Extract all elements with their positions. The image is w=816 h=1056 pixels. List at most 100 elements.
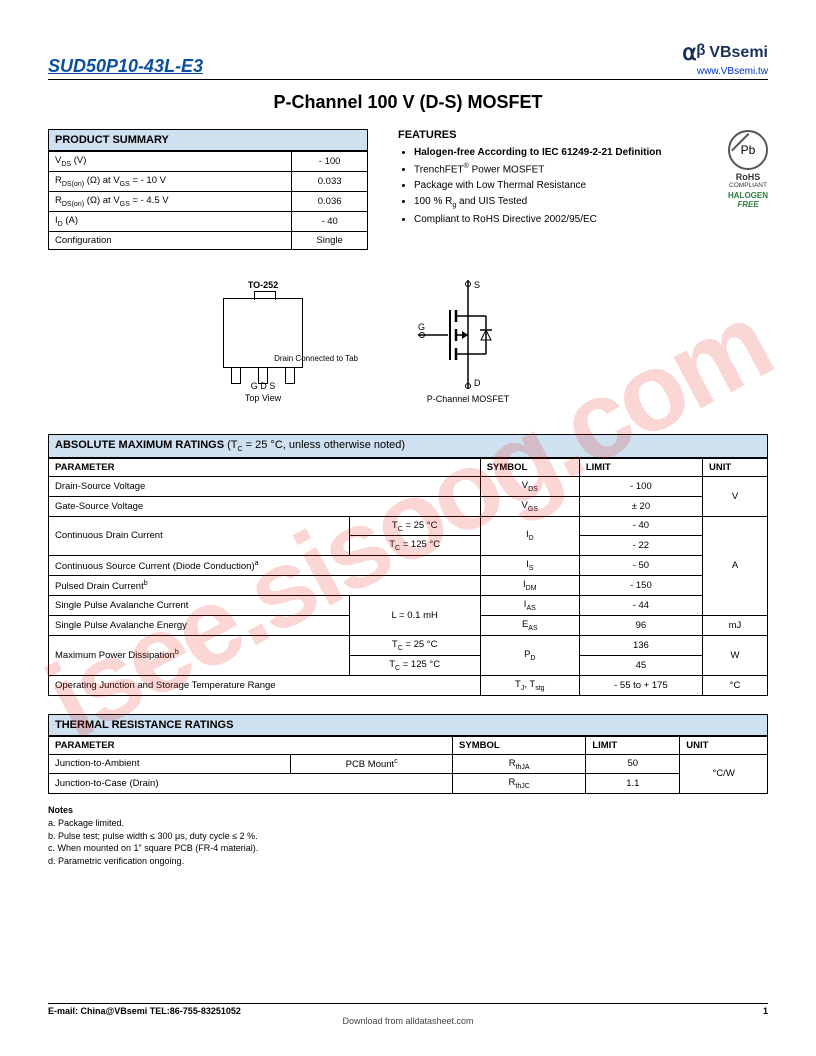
thermal-table: PARAMETERSYMBOLLIMITUNIT Junction-to-Amb… <box>48 736 768 795</box>
mosfet-schematic-icon: S D G <box>418 280 518 390</box>
pkg-outline-icon <box>223 298 303 368</box>
amr-lim: - 55 to + 175 <box>579 675 702 695</box>
amr-sym: VGS <box>480 496 579 516</box>
amr-lim: 96 <box>579 615 702 635</box>
amr-sym: EAS <box>480 615 579 635</box>
feature-item: Halogen-free According to IEC 61249-2-21… <box>414 145 768 161</box>
mosfet-symbol: S D G P-C <box>418 280 518 404</box>
amr-param: Continuous Drain Current <box>49 516 350 556</box>
feature-item: Compliant to RoHS Directive 2002/95/EC <box>414 212 768 228</box>
amr-sym: IS <box>480 556 579 576</box>
summary-param: RDS(on) (Ω) at VGS = - 4.5 V <box>49 191 292 211</box>
amr-lim: - 44 <box>579 596 702 616</box>
amr-param: Drain-Source Voltage <box>49 476 481 496</box>
amr-cond: L = 0.1 mH <box>349 596 480 636</box>
summary-param: Configuration <box>49 231 292 249</box>
amr-unit: mJ <box>702 615 767 635</box>
features-section: FEATURES Halogen-free According to IEC 6… <box>398 129 768 250</box>
symbol-caption: P-Channel MOSFET <box>418 394 518 404</box>
summary-val: 0.033 <box>292 171 368 191</box>
summary-val: - 100 <box>292 152 368 172</box>
part-number: SUD50P10-43L-E3 <box>48 56 203 77</box>
amr-cond: TC = 25 °C <box>349 635 480 655</box>
summary-table: VDS (V)- 100 RDS(on) (Ω) at VGS = - 10 V… <box>48 151 368 250</box>
amr-param: Gate-Source Voltage <box>49 496 481 516</box>
logo-area: ⍺ᵝVBsemi www.VBsemi.tw <box>682 40 768 77</box>
amr-param: Maximum Power Dissipationb <box>49 635 350 675</box>
note-item: a. Package limited. <box>48 817 768 830</box>
page-title: P-Channel 100 V (D-S) MOSFET <box>48 92 768 113</box>
thermal-heading: THERMAL RESISTANCE RATINGS <box>48 714 768 736</box>
feature-item: Package with Low Thermal Resistance <box>414 178 768 194</box>
note-item: c. When mounted on 1" square PCB (FR-4 m… <box>48 842 768 855</box>
header-bar: SUD50P10-43L-E3 ⍺ᵝVBsemi www.VBsemi.tw <box>48 40 768 80</box>
amr-section: ABSOLUTE MAXIMUM RATINGS (TC = 25 °C, un… <box>48 434 768 696</box>
footer-contact: E-mail: China@VBsemi TEL:86-755-83251052 <box>48 1006 241 1016</box>
amr-lim: - 150 <box>579 576 702 596</box>
amr-param: Single Pulse Avalanche Current <box>49 596 350 616</box>
amr-cond: TC = 125 °C <box>349 536 480 556</box>
amr-lim: ± 20 <box>579 496 702 516</box>
summary-val: Single <box>292 231 368 249</box>
note-item: d. Parametric verification ongoing. <box>48 855 768 868</box>
amr-param: Pulsed Drain Currentb <box>49 576 481 596</box>
amr-sym: ID <box>480 516 579 556</box>
amr-unit: V <box>702 476 767 516</box>
amr-param: Operating Junction and Storage Temperatu… <box>49 675 481 695</box>
summary-param: ID (A) <box>49 211 292 231</box>
summary-val: 0.036 <box>292 191 368 211</box>
amr-unit: A <box>702 516 767 615</box>
view-label: Top View <box>168 393 358 403</box>
amr-unit: °C <box>702 675 767 695</box>
col-unit: UNIT <box>702 458 767 476</box>
col-unit: UNIT <box>680 736 768 754</box>
thermal-lim: 1.1 <box>586 774 680 794</box>
summary-param: VDS (V) <box>49 152 292 172</box>
brand-url: www.VBsemi.tw <box>682 66 768 77</box>
thermal-unit: °C/W <box>680 754 768 794</box>
summary-param: RDS(on) (Ω) at VGS = - 10 V <box>49 171 292 191</box>
col-param: PARAMETER <box>49 736 453 754</box>
svg-text:D: D <box>474 378 481 388</box>
amr-param: Single Pulse Avalanche Energy <box>49 615 350 635</box>
diagrams-row: TO-252 Drain Connected to Tab G D S Top … <box>168 280 768 404</box>
package-diagram: TO-252 Drain Connected to Tab G D S Top … <box>168 280 358 404</box>
thermal-section: THERMAL RESISTANCE RATINGS PARAMETERSYMB… <box>48 714 768 795</box>
amr-lim: 45 <box>579 655 702 675</box>
thermal-lim: 50 <box>586 754 680 774</box>
amr-sym: PD <box>480 635 579 675</box>
svg-text:S: S <box>474 280 480 290</box>
thermal-param: Junction-to-Ambient <box>49 754 291 774</box>
rohs-label: RoHS <box>728 172 768 182</box>
notes-section: Notes a. Package limited. b. Pulse test;… <box>48 804 768 867</box>
thermal-param: Junction-to-Case (Drain) <box>49 774 453 794</box>
col-sym: SYMBOL <box>453 736 586 754</box>
free-label: FREE <box>728 200 768 209</box>
thermal-cond: PCB Mountc <box>291 754 453 774</box>
col-lim: LIMIT <box>586 736 680 754</box>
amr-sym: VDS <box>480 476 579 496</box>
amr-sym: TJ, Tstg <box>480 675 579 695</box>
feature-item: 100 % Rg and UIS Tested <box>414 194 768 211</box>
amr-sym: IAS <box>480 596 579 616</box>
amr-heading: ABSOLUTE MAXIMUM RATINGS (TC = 25 °C, un… <box>48 434 768 458</box>
thermal-sym: RthJC <box>453 774 586 794</box>
product-summary-section: PRODUCT SUMMARY VDS (V)- 100 RDS(on) (Ω)… <box>48 129 368 250</box>
amr-table: PARAMETERSYMBOLLIMITUNIT Drain-Source Vo… <box>48 458 768 696</box>
col-param: PARAMETER <box>49 458 481 476</box>
col-sym: SYMBOL <box>480 458 579 476</box>
footer-download: Download from alldatasheet.com <box>48 1016 768 1026</box>
pin-labels: G D S <box>168 381 358 391</box>
compliance-badges: RoHS COMPLIANT HALOGEN FREE <box>728 130 768 209</box>
amr-cond: TC = 25 °C <box>349 516 480 536</box>
amr-unit: W <box>702 635 767 675</box>
thermal-sym: RthJA <box>453 754 586 774</box>
svg-text:G: G <box>418 322 425 332</box>
summary-val: - 40 <box>292 211 368 231</box>
amr-lim: - 100 <box>579 476 702 496</box>
amr-lim: - 50 <box>579 556 702 576</box>
amr-param: Continuous Source Current (Diode Conduct… <box>49 556 481 576</box>
logo-icon: ⍺ᵝ <box>682 40 705 65</box>
note-item: b. Pulse test; pulse width ≤ 300 μs, dut… <box>48 830 768 843</box>
amr-cond: TC = 125 °C <box>349 655 480 675</box>
